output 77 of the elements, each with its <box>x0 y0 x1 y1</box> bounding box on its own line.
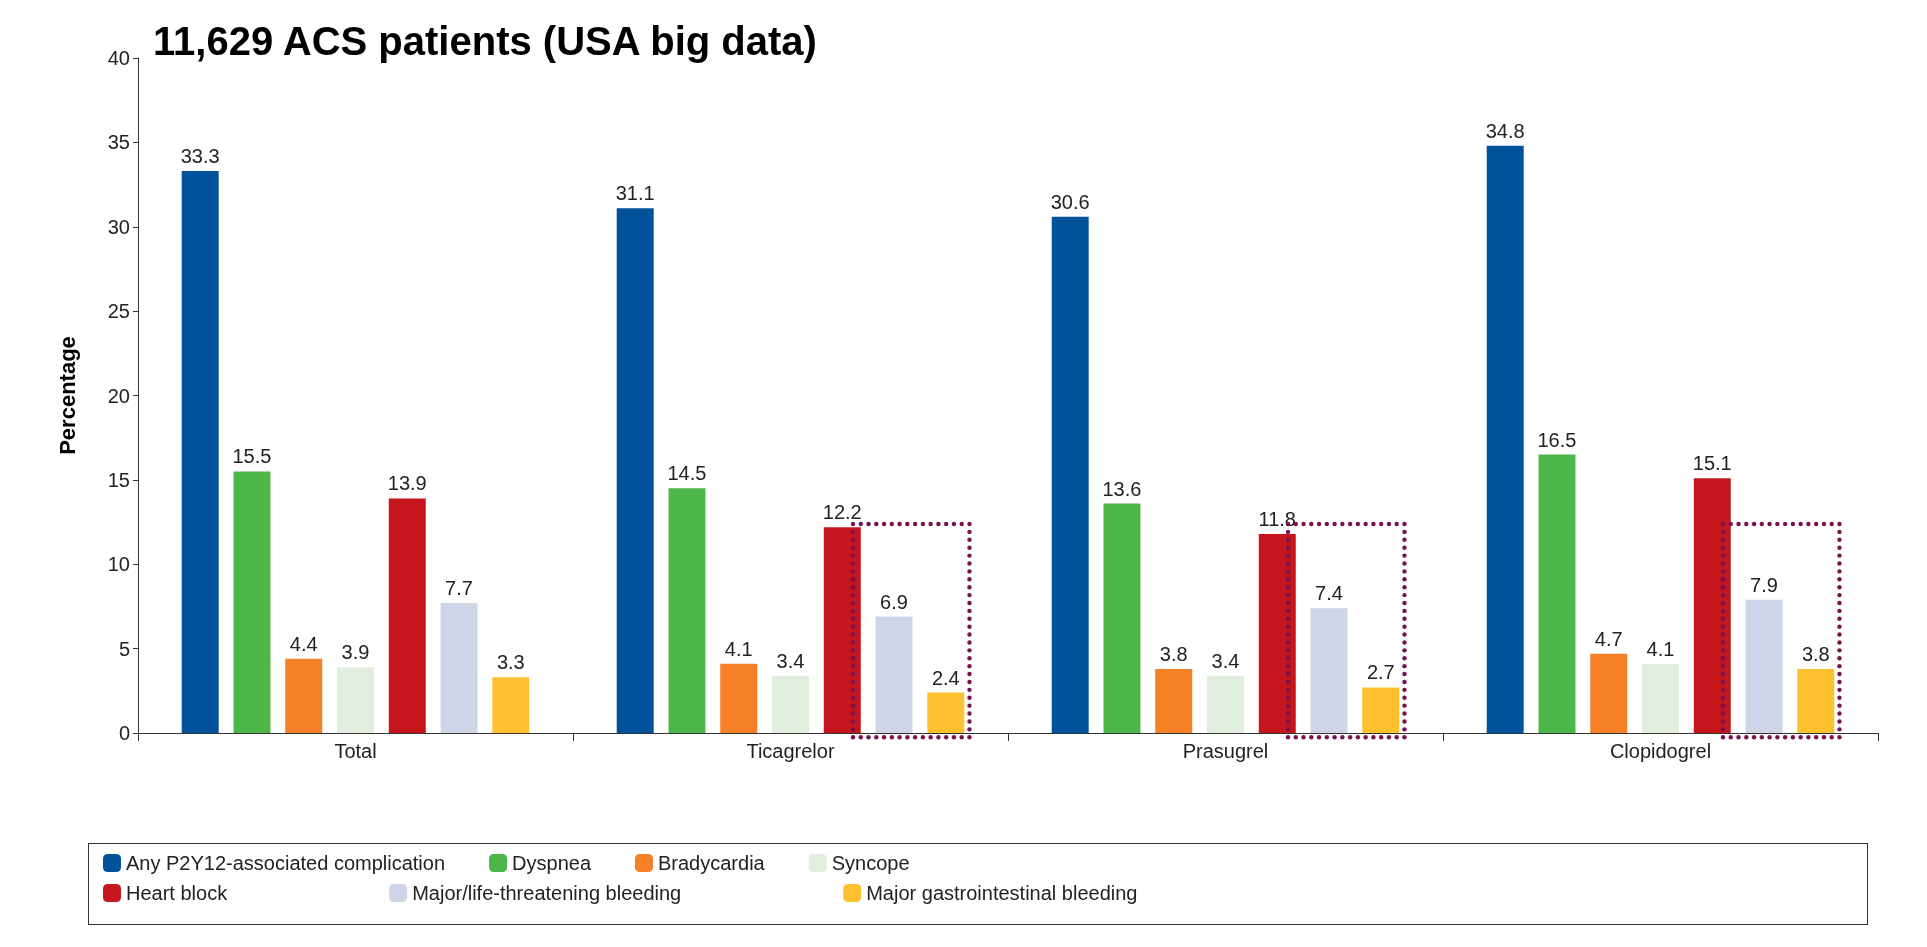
data-label: 12.2 <box>822 501 862 524</box>
data-label: 13.9 <box>387 472 427 495</box>
data-label: 4.1 <box>1646 637 1675 660</box>
bar <box>1486 145 1524 733</box>
x-tick-label: Total <box>334 740 377 762</box>
data-label: 3.3 <box>496 651 525 674</box>
bar <box>772 675 809 733</box>
legend-label: Syncope <box>831 852 910 874</box>
legend-label: Bradycardia <box>658 852 766 874</box>
y-axis-title: Percentage <box>54 336 80 455</box>
x-tick-label: Clopidogrel <box>1609 740 1712 762</box>
y-tick-label: 35 <box>107 131 130 154</box>
bar <box>1642 663 1679 733</box>
data-label: 3.4 <box>1211 649 1240 672</box>
y-tick-label: 10 <box>107 553 130 576</box>
y-tick-label: 20 <box>107 384 130 407</box>
y-tick-label: 40 <box>107 47 130 69</box>
bar <box>1693 478 1731 733</box>
data-label: 16.5 <box>1537 428 1577 451</box>
bar <box>1797 668 1835 733</box>
data-label: 4.1 <box>724 637 753 660</box>
legend-label: Dyspnea <box>512 852 592 874</box>
bar <box>233 471 271 733</box>
data-label: 7.9 <box>1750 573 1778 596</box>
bar <box>668 488 706 733</box>
bar <box>440 603 478 733</box>
data-label: 34.8 <box>1485 119 1525 142</box>
bar <box>1362 687 1400 733</box>
data-label: 31.1 <box>615 182 655 205</box>
bar <box>1258 533 1296 733</box>
x-tick-label: Prasugrel <box>1182 740 1269 762</box>
data-label: 6.9 <box>880 590 908 613</box>
data-label: 33.3 <box>180 145 220 168</box>
bar <box>1745 599 1783 733</box>
bar <box>337 667 374 733</box>
data-label: 7.7 <box>445 577 473 600</box>
data-label: 4.7 <box>1594 627 1623 650</box>
bar <box>1051 216 1089 733</box>
bar <box>1103 503 1141 733</box>
data-label: 30.6 <box>1050 190 1090 213</box>
data-label: 3.9 <box>341 641 370 664</box>
data-label: 7.4 <box>1315 582 1343 605</box>
data-label: 2.7 <box>1366 661 1395 684</box>
bar <box>875 616 913 733</box>
bar <box>616 208 654 733</box>
y-tick-label: 15 <box>107 468 130 491</box>
bar <box>823 527 861 733</box>
x-tick-label: Ticagrelor <box>746 740 835 762</box>
legend-label: Any P2Y12-associated complication <box>126 852 446 874</box>
bar <box>1590 653 1628 733</box>
data-label: 14.5 <box>667 462 707 485</box>
bar <box>1207 675 1244 733</box>
data-label: 3.8 <box>1159 642 1188 665</box>
data-label: 2.4 <box>931 666 960 689</box>
bar <box>927 692 965 733</box>
bar <box>1310 608 1348 733</box>
legend-label: Major/life-threatening bleeding <box>412 882 682 904</box>
bar <box>388 498 426 733</box>
bar <box>1155 668 1193 733</box>
legend-label: Major gastrointestinal bleeding <box>866 882 1138 904</box>
bar <box>720 663 758 733</box>
y-tick-label: 0 <box>118 722 130 744</box>
bar <box>181 171 219 733</box>
data-label: 3.8 <box>1801 642 1830 665</box>
y-tick-label: 25 <box>107 300 130 323</box>
legend-label: Heart block <box>126 882 229 904</box>
y-tick-label: 5 <box>118 637 130 660</box>
bar <box>1538 454 1576 733</box>
bar <box>285 658 323 733</box>
data-label: 4.4 <box>289 632 318 655</box>
bar <box>492 677 530 733</box>
data-label: 3.4 <box>776 649 805 672</box>
data-label: 15.5 <box>232 445 272 468</box>
data-label: 13.6 <box>1102 477 1142 500</box>
data-label: 15.1 <box>1692 452 1732 475</box>
chart-title: 11,629 ACS patients (USA big data) <box>153 19 817 63</box>
y-tick-label: 30 <box>107 215 130 238</box>
